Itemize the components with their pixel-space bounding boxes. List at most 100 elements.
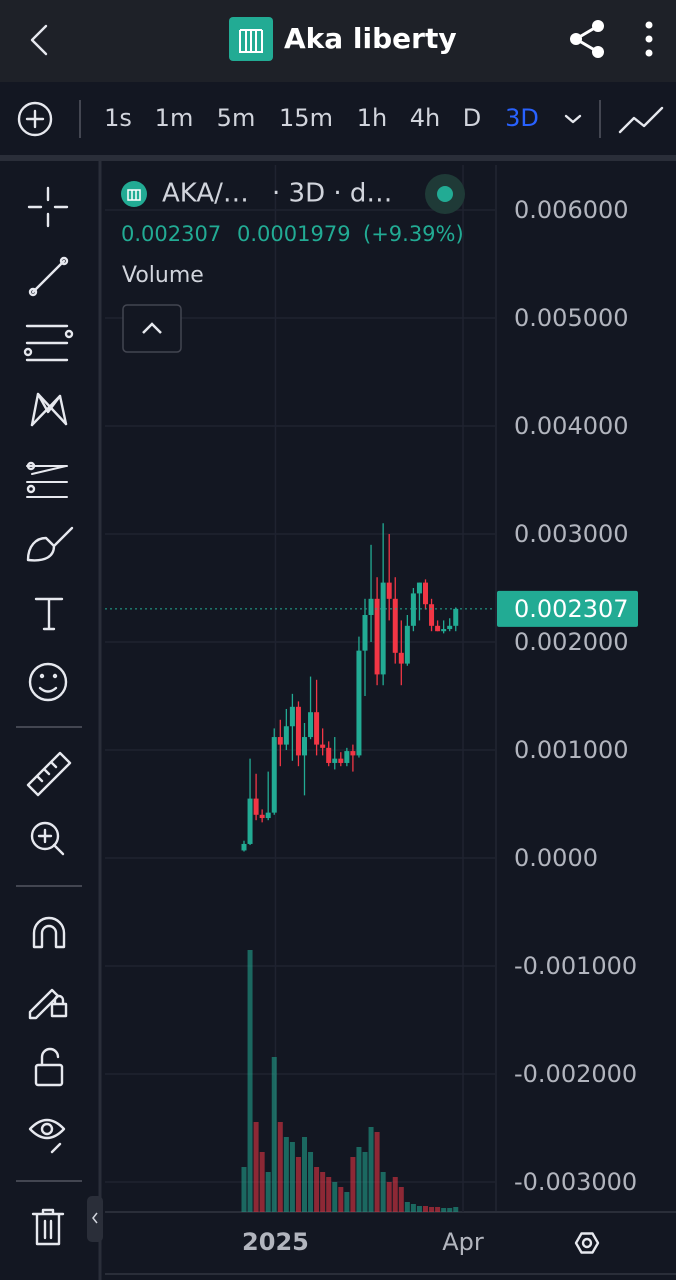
volume-bar [259, 1152, 265, 1212]
candle-body [265, 812, 271, 819]
collapse-legend-button[interactable] [122, 304, 182, 353]
timeframe-button[interactable]: 3D [505, 104, 539, 132]
candle-body [326, 747, 332, 763]
fib-tool[interactable] [23, 324, 74, 362]
candle-body [247, 798, 253, 844]
volume-bar [253, 1122, 259, 1212]
pattern-tool[interactable] [30, 392, 68, 427]
volume-bar [271, 1057, 277, 1212]
volume-bar [362, 1152, 368, 1212]
candle-body [447, 625, 453, 630]
timeframe-button[interactable]: 1m [155, 104, 194, 132]
volume-bar [265, 1172, 271, 1212]
divider [0, 155, 676, 161]
lock-tool[interactable] [34, 1047, 64, 1087]
volume-bar [350, 1157, 356, 1212]
candle-body [398, 652, 404, 664]
candle-body [271, 737, 277, 813]
price-tag-label: 0.002307 [514, 595, 629, 623]
legend-price: 0.002307 [121, 222, 221, 246]
volume-bar [435, 1207, 441, 1212]
settings-button[interactable] [574, 1232, 600, 1254]
magnet-tool[interactable] [32, 916, 66, 949]
volume-bar [326, 1177, 332, 1212]
volume-bar [302, 1137, 307, 1212]
volume-bar [416, 1206, 422, 1212]
brush-tool[interactable] [26, 526, 74, 562]
volume-bar [314, 1167, 320, 1212]
volume-bar [423, 1206, 428, 1212]
volume-bar [392, 1177, 398, 1212]
share-button[interactable] [570, 20, 604, 58]
interval: · 3D · d… [272, 179, 392, 209]
add-indicator-button[interactable] [17, 101, 53, 137]
market-status-dot [437, 186, 453, 202]
candle-body [441, 629, 447, 632]
volume-bar [441, 1208, 447, 1212]
candle-body [289, 706, 295, 727]
y-tick-label: -0.001000 [514, 952, 637, 980]
volume-bar [398, 1187, 404, 1212]
back-button[interactable] [30, 24, 48, 56]
candle-body [368, 598, 374, 616]
timeframe-button[interactable]: 1h [357, 104, 387, 132]
candle-body [350, 751, 356, 756]
emoji-tool[interactable] [28, 662, 68, 702]
volume-bar [338, 1187, 344, 1212]
volume-bar [277, 1122, 283, 1212]
zoom-tool[interactable] [30, 821, 65, 856]
timeframe-button[interactable]: 4h [410, 104, 440, 132]
y-tick-label: 0.002000 [514, 628, 629, 656]
y-tick-label: 0.003000 [514, 520, 629, 548]
candle-body [416, 582, 422, 594]
delete-tool[interactable] [31, 1208, 65, 1246]
volume-bar [247, 950, 253, 1212]
crosshair-tool[interactable] [27, 186, 69, 228]
candle-body [259, 814, 265, 819]
symbol-icon-glyph [127, 189, 141, 201]
top-bar [0, 0, 676, 82]
y-tick-label: 0.005000 [514, 304, 629, 332]
volume-bar [320, 1172, 326, 1212]
text-tool[interactable] [34, 597, 64, 631]
timeframe-button[interactable]: 5m [217, 104, 256, 132]
collapse-legend-arrow [142, 322, 162, 334]
volume-bar [380, 1172, 386, 1212]
candle-body [302, 737, 307, 756]
prediction-tool[interactable] [26, 461, 68, 498]
volume-bar [356, 1147, 362, 1212]
timeframe-button[interactable]: D [463, 104, 481, 132]
volume-label: Volume [122, 263, 204, 288]
volume-bar [344, 1192, 350, 1212]
candle-body [295, 706, 301, 756]
volume-bar [308, 1152, 314, 1212]
x-tick-label: Apr [442, 1228, 484, 1256]
menu-button[interactable] [645, 21, 653, 57]
candle-body [338, 758, 344, 763]
candle-body [308, 712, 314, 738]
volume-bar [447, 1208, 453, 1212]
candle-body [241, 843, 247, 851]
timeframe-button[interactable]: 15m [279, 104, 333, 132]
volume-bar [374, 1132, 380, 1212]
candle-body [392, 598, 398, 653]
volume-bar [429, 1207, 435, 1212]
lock-drawings-tool[interactable] [28, 988, 68, 1020]
ruler-tool[interactable] [26, 751, 72, 797]
candle-body [277, 737, 283, 745]
header-title: Aka liberty [284, 22, 457, 55]
collapse-toolbar[interactable] [87, 1196, 103, 1242]
symbol-icon [121, 181, 147, 207]
volume-bar [453, 1207, 459, 1212]
candle-body [283, 726, 289, 745]
visibility-tool[interactable] [28, 1118, 66, 1154]
trendline-tool[interactable] [28, 256, 69, 297]
candle-body [453, 608, 459, 626]
y-tick-label: -0.002000 [514, 1060, 637, 1088]
timeframe-dropdown[interactable] [564, 114, 582, 124]
timeframe-button[interactable]: 1s [104, 104, 132, 132]
chart-type-button[interactable] [618, 106, 664, 134]
candle-body [314, 712, 320, 745]
symbol: AKA/… [162, 179, 249, 209]
